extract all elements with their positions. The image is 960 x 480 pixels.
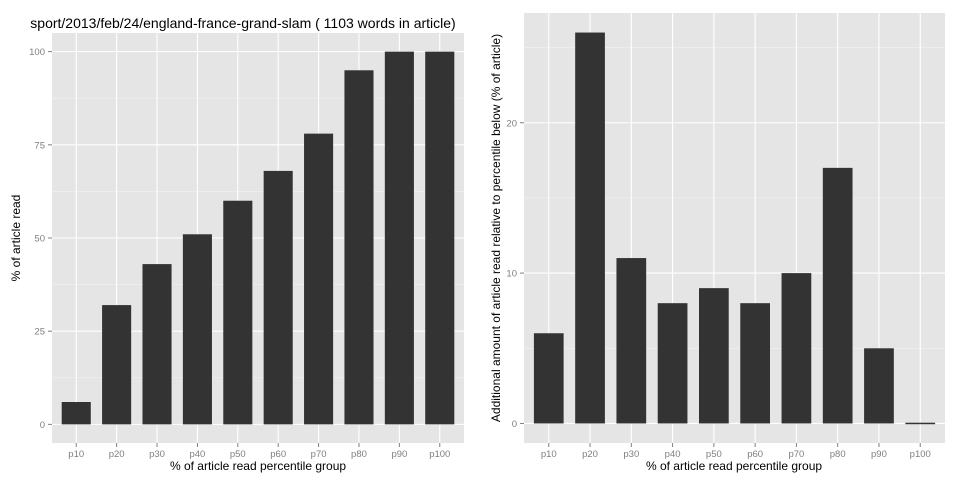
left-bar-p100 [425, 51, 455, 425]
left-y-tick-label: 0 [40, 420, 45, 431]
left-bar-p10 [61, 402, 91, 425]
right-x-tick-label: p30 [623, 449, 639, 460]
right-x-tick-label: p50 [706, 449, 722, 460]
right-x-tick-label: p10 [541, 449, 557, 460]
right-bar-p100 [905, 422, 936, 425]
right-bar-p20 [575, 32, 605, 424]
left-x-tick-label: p100 [429, 449, 450, 460]
left-x-axis-title: % of article read percentile group [170, 459, 346, 473]
left-chart-title: sport/2013/feb/24/england-france-grand-s… [30, 15, 455, 31]
right-bar-p40 [657, 303, 688, 424]
left-x-tick-label: p60 [270, 449, 286, 460]
right-x-tick-label: p40 [665, 449, 681, 460]
right-bar-p10 [533, 333, 564, 424]
right-y-tick-label: 0 [512, 419, 517, 430]
left-y-tick-label: 25 [34, 327, 45, 338]
left-bar-p90 [384, 51, 414, 425]
left-bar-p50 [223, 200, 253, 425]
left-x-tick-label: p70 [311, 449, 327, 460]
right-y-axis-title: Additional amount of article read relati… [489, 34, 503, 422]
left-chart: 0 25 50 75 100 p10 p20 p30 p40 p50 p60 p70 p80 p90 p10… [9, 15, 464, 473]
left-x-tick-label: p80 [351, 449, 367, 460]
right-axes: 0 10 20 p10 p20 p30 p40 p50 p60 p70 p80 p90 p100 [506, 118, 930, 460]
left-bar-p40 [182, 234, 212, 425]
left-axes: 0 25 50 75 100 p10 p20 p30 p40 p50 p60 p70 p80 p90 p10… [29, 47, 450, 460]
left-x-tick-label: p50 [230, 449, 246, 460]
left-x-tick-label: p30 [149, 449, 165, 460]
right-x-tick-label: p80 [830, 449, 846, 460]
right-x-tick-label: p90 [871, 449, 887, 460]
right-x-tick-label: p70 [788, 449, 804, 460]
right-bar-p80 [822, 167, 853, 424]
right-x-tick-label: p100 [910, 449, 931, 460]
right-bar-p50 [699, 288, 729, 424]
left-bar-p30 [142, 264, 172, 425]
left-y-tick-label: 100 [29, 47, 45, 58]
left-x-tick-label: p20 [109, 449, 125, 460]
right-y-tick-label: 20 [506, 118, 517, 129]
right-x-tick-label: p60 [747, 449, 763, 460]
left-bars [61, 51, 455, 425]
left-y-tick-label: 50 [34, 234, 45, 245]
left-bar-p70 [304, 133, 334, 425]
left-x-tick-label: p40 [189, 449, 205, 460]
left-bar-p60 [263, 170, 293, 425]
right-chart: 0 10 20 p10 p20 p30 p40 p50 p60 p70 p80 p90 p100 % o… [489, 13, 945, 473]
left-bar-p80 [344, 70, 374, 425]
right-bar-p60 [740, 303, 770, 424]
left-x-tick-label: p10 [68, 449, 84, 460]
right-y-tick-label: 10 [506, 269, 517, 280]
left-y-tick-label: 75 [34, 140, 45, 151]
right-x-tick-label: p20 [582, 449, 598, 460]
right-bars [533, 32, 936, 425]
right-bar-p70 [781, 273, 812, 424]
left-y-axis-title: % of article read [9, 195, 23, 282]
left-bar-p20 [102, 305, 132, 425]
right-x-axis-title: % of article read percentile group [646, 459, 822, 473]
right-bar-p30 [616, 258, 647, 424]
right-bar-p90 [864, 348, 894, 424]
left-x-tick-label: p90 [391, 449, 407, 460]
